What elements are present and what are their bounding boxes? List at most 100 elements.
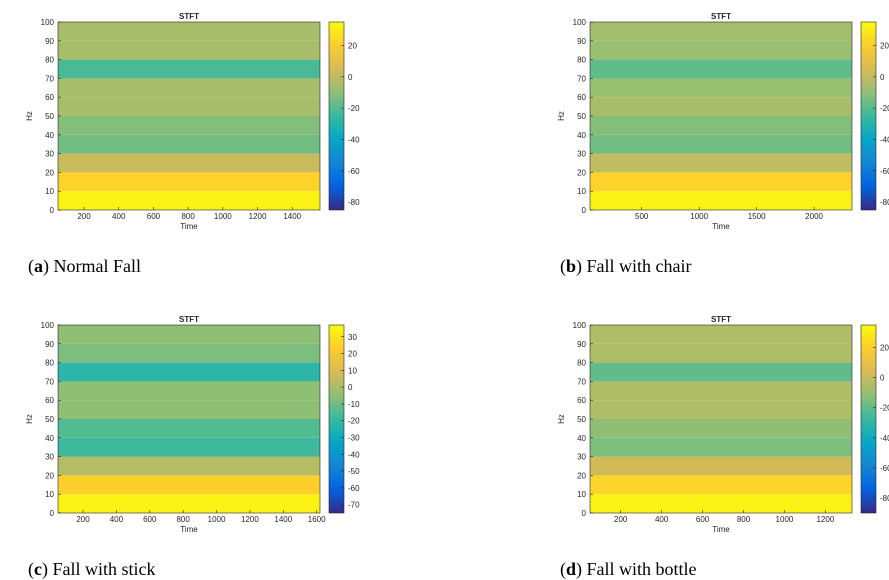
colorbar-tick-label: -20	[348, 417, 360, 426]
heat-cell	[590, 494, 852, 513]
colorbar-tick-label: -80	[880, 198, 889, 207]
heat-cell	[58, 381, 320, 401]
heat-cell	[590, 97, 852, 116]
x-tick-label: 1400	[274, 515, 292, 524]
heat-cell	[58, 78, 320, 98]
colorbar	[328, 21, 345, 211]
y-tick-label: 70	[577, 377, 586, 386]
caption-text: ) Fall with chair	[576, 256, 691, 277]
heat-cell	[58, 437, 320, 457]
colorbar-tick-label: -60	[880, 167, 889, 176]
x-tick-label: 800	[181, 212, 195, 221]
x-axis-label: Time	[712, 525, 730, 534]
y-axis-label: Hz	[25, 111, 34, 121]
heat-cell	[590, 325, 852, 344]
heat-cell	[590, 172, 852, 192]
colorbar-tick-label: -10	[348, 400, 360, 409]
heat-cell	[58, 22, 320, 41]
heat-cell	[58, 153, 320, 173]
y-axis-label: Hz	[25, 414, 34, 424]
caption: (c) Fall with stick	[28, 559, 156, 580]
colorbar	[328, 324, 345, 514]
y-tick-label: 40	[45, 434, 54, 443]
x-tick-label: 2000	[805, 212, 823, 221]
x-axis-label: Time	[180, 525, 198, 534]
x-axis-label: Time	[180, 222, 198, 231]
heat-cell	[590, 153, 852, 173]
y-tick-label: 30	[45, 150, 54, 159]
y-tick-label: 50	[45, 415, 54, 424]
heat-cell	[590, 419, 852, 438]
heat-cell	[590, 456, 852, 476]
y-axis-label: Hz	[557, 111, 566, 121]
y-tick-label: 60	[577, 396, 586, 405]
colorbar-tick-label: 20	[880, 344, 889, 353]
colorbar-tick-label: -40	[880, 434, 889, 443]
colorbar-tick-label: 20	[880, 42, 889, 51]
caption: (d) Fall with bottle	[560, 559, 697, 580]
caption-text: ) Fall with bottle	[576, 559, 697, 580]
colorbar-tick-label: -60	[880, 464, 889, 473]
x-tick-label: 1000	[776, 515, 794, 524]
colorbar-tick-label: 30	[348, 333, 357, 342]
caption: (a) Normal Fall	[28, 256, 141, 277]
colorbar-tick-label: -80	[348, 198, 360, 207]
y-tick-label: 70	[577, 74, 586, 83]
heat-cell	[590, 191, 852, 210]
y-tick-label: 20	[45, 168, 54, 177]
colorbar-tick-label: -30	[348, 433, 360, 442]
x-tick-label: 400	[655, 515, 669, 524]
colorbar-tick-label: -20	[880, 104, 889, 113]
y-tick-label: 90	[45, 340, 54, 349]
y-tick-label: 0	[582, 509, 587, 518]
y-tick-label: 20	[577, 471, 586, 480]
y-tick-label: 80	[45, 56, 54, 65]
x-tick-label: 1000	[690, 212, 708, 221]
y-tick-label: 90	[577, 340, 586, 349]
heat-cell	[590, 362, 852, 382]
colorbar-tick-label: 0	[880, 73, 885, 82]
y-tick-label: 10	[577, 490, 586, 499]
colorbar-tick-label: -50	[348, 467, 360, 476]
caption-label: b	[566, 256, 576, 276]
x-tick-label: 800	[176, 515, 190, 524]
y-tick-label: 100	[573, 18, 587, 27]
x-tick-label: 200	[77, 212, 91, 221]
heat-cell	[58, 134, 320, 154]
colorbar-tick-label: -20	[880, 404, 889, 413]
colorbar-tick-label: -40	[348, 136, 360, 145]
heat-cell	[58, 400, 320, 419]
caption-open: (	[28, 256, 34, 277]
chart-title: STFT	[711, 315, 731, 324]
y-tick-label: 100	[41, 18, 55, 27]
x-tick-label: 1600	[308, 515, 326, 524]
heat-cell	[58, 419, 320, 438]
heat-cell	[590, 400, 852, 419]
heat-cell	[590, 78, 852, 98]
heat-cell	[590, 381, 852, 401]
heat-cell	[58, 325, 320, 344]
y-tick-label: 30	[45, 453, 54, 462]
heat-cell	[590, 22, 852, 41]
x-tick-label: 600	[147, 212, 161, 221]
y-tick-label: 100	[41, 321, 55, 330]
x-tick-label: 1400	[283, 212, 301, 221]
colorbar-tick-label: -40	[880, 136, 889, 145]
colorbar-tick-label: 10	[348, 366, 357, 375]
y-tick-label: 90	[45, 37, 54, 46]
y-tick-label: 70	[45, 377, 54, 386]
y-tick-label: 70	[45, 74, 54, 83]
x-tick-label: 600	[696, 515, 710, 524]
y-tick-label: 30	[577, 453, 586, 462]
heat-cell	[58, 456, 320, 476]
y-tick-label: 60	[45, 93, 54, 102]
x-axis-label: Time	[712, 222, 730, 231]
chart-title: STFT	[179, 315, 199, 324]
y-tick-label: 10	[45, 187, 54, 196]
heat-cell	[590, 343, 852, 363]
colorbar-tick-label: -60	[348, 167, 360, 176]
x-tick-label: 500	[635, 212, 649, 221]
y-tick-label: 80	[577, 56, 586, 65]
colorbar	[860, 21, 877, 211]
